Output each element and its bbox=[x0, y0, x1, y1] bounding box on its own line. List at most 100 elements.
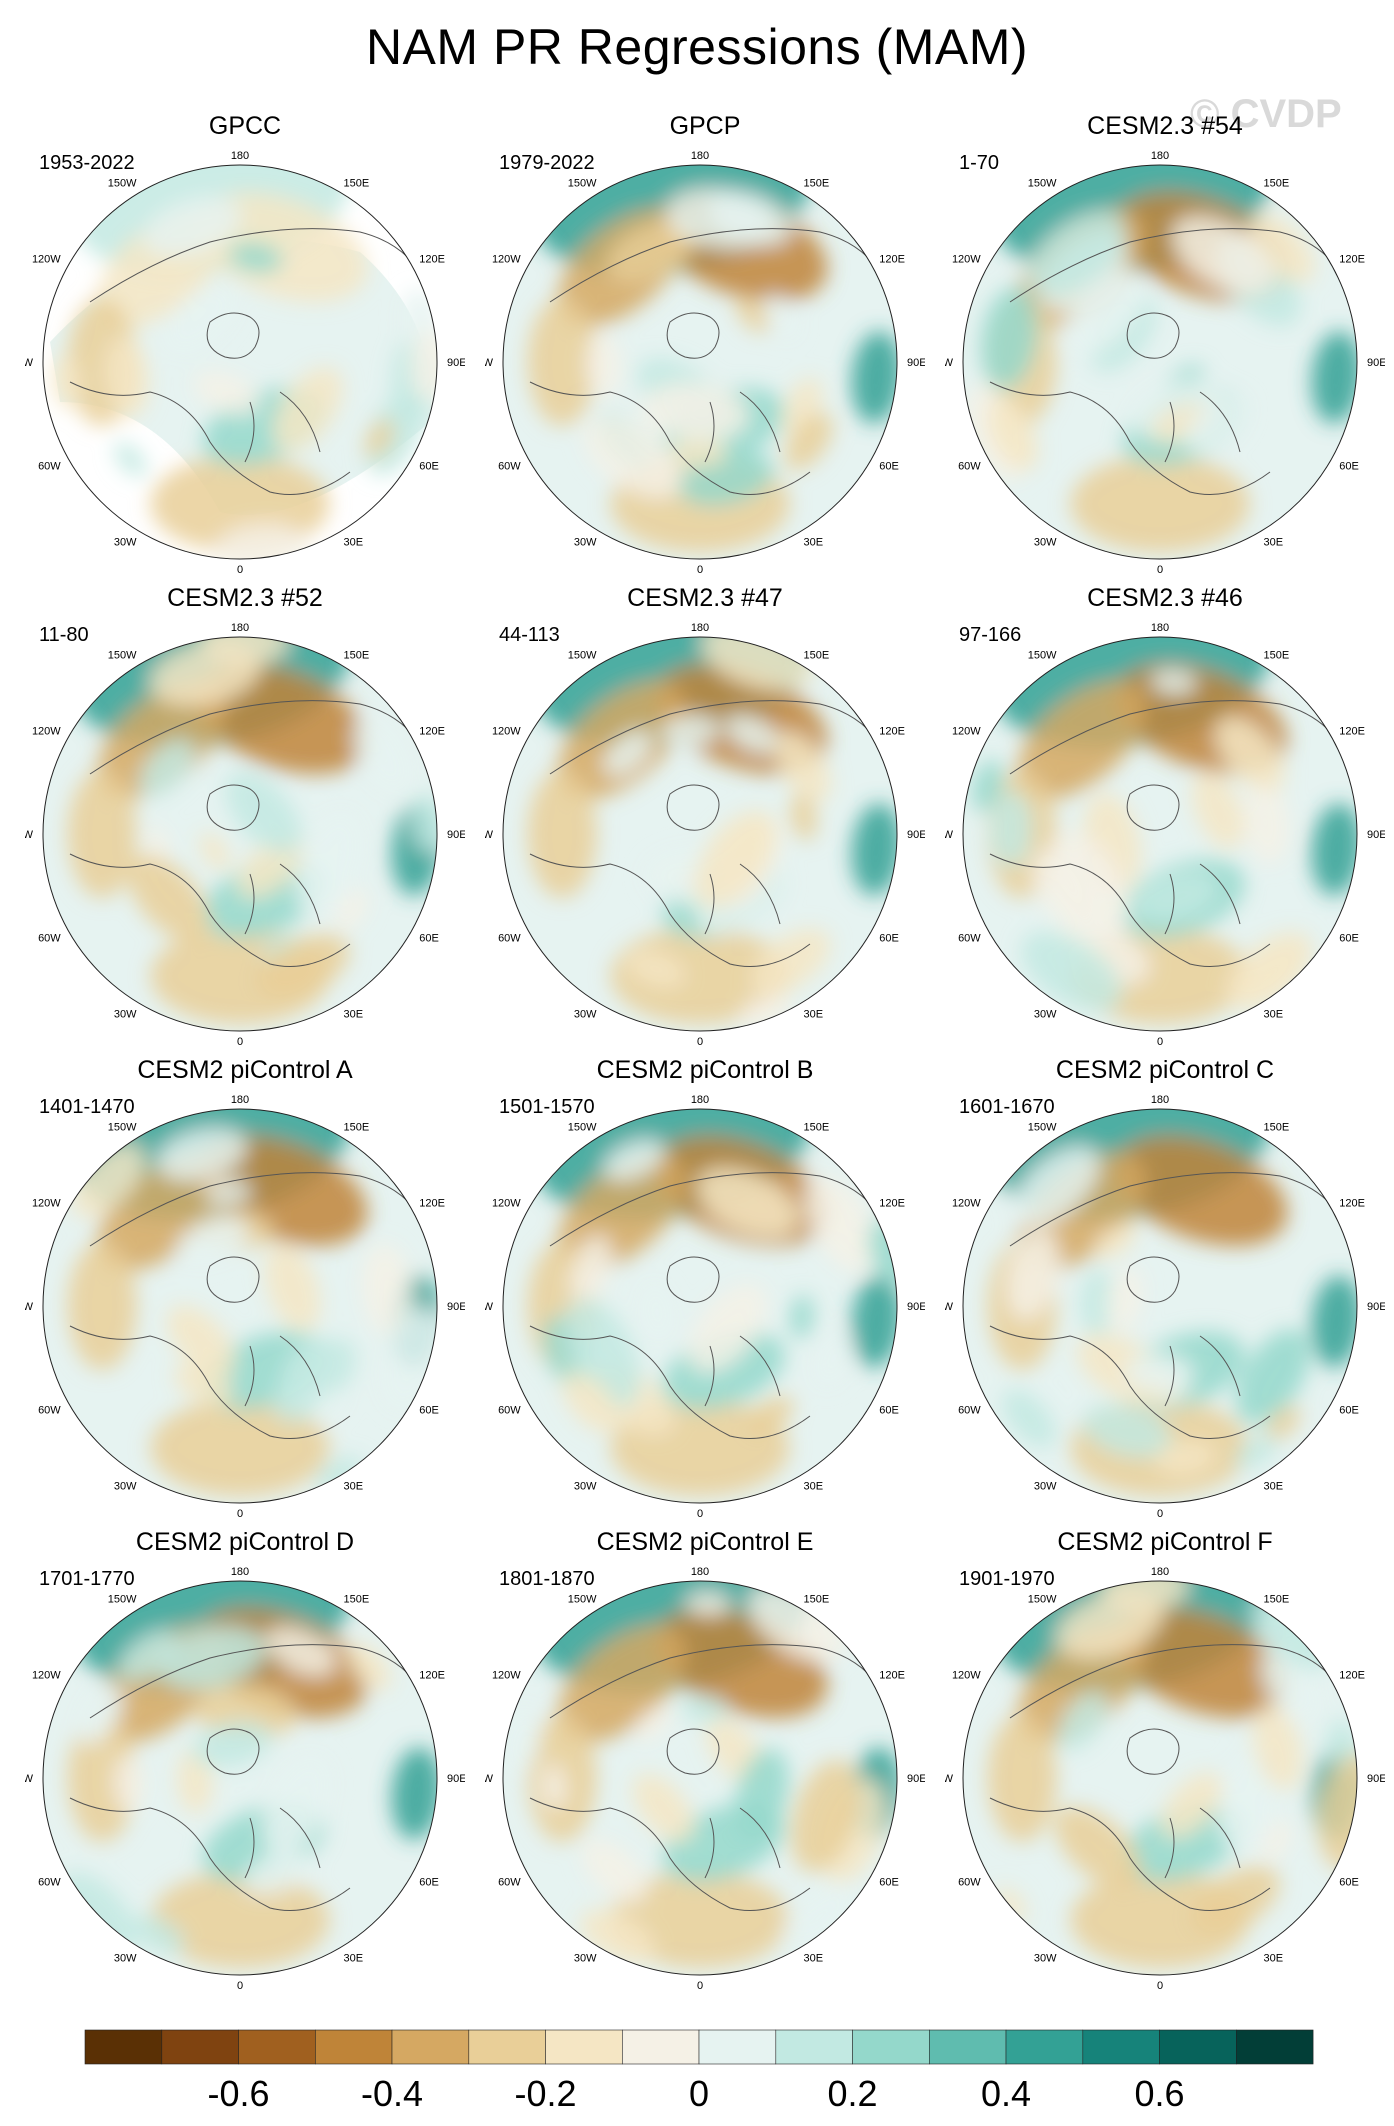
panel-years: 1501-1570 bbox=[499, 1096, 595, 1118]
longitude-label: 0 bbox=[697, 564, 703, 576]
longitude-label: 60E bbox=[419, 461, 439, 473]
longitude-label: 120W bbox=[492, 726, 521, 738]
longitude-label: 60E bbox=[1339, 1877, 1359, 1889]
field-anomaly bbox=[257, 933, 350, 1000]
longitude-label: 90E bbox=[447, 357, 465, 369]
coastline bbox=[69, 1172, 421, 1439]
coastline bbox=[529, 1172, 881, 1439]
longitude-label: 120E bbox=[1339, 1670, 1365, 1682]
coastline bbox=[529, 228, 881, 495]
longitude-label: 30E bbox=[804, 1480, 824, 1492]
field-anomaly bbox=[1311, 803, 1357, 896]
polar-map: 180 150E 120E 90E 60E 30E 0 30W 60W 90W 120W 150W bbox=[25, 1094, 465, 1520]
field-anomaly bbox=[851, 803, 897, 896]
longitude-label: 60E bbox=[879, 461, 899, 473]
field-anomaly bbox=[1154, 1440, 1217, 1476]
field-anomaly bbox=[264, 1243, 321, 1332]
field-anomaly bbox=[1318, 1753, 1357, 1870]
longitude-label: 0 bbox=[1157, 1508, 1163, 1520]
field-anomaly bbox=[696, 1167, 799, 1238]
longitude-label: 150E bbox=[1264, 178, 1290, 190]
longitude-label: 180 bbox=[1151, 1094, 1169, 1106]
map-border bbox=[962, 164, 1358, 560]
figure-title: NAM PR Regressions (MAM) bbox=[365, 19, 1029, 75]
coastline bbox=[989, 228, 1341, 495]
panel-title: CESM2.3 #47 bbox=[627, 584, 783, 612]
longitude-label: 60E bbox=[879, 1877, 899, 1889]
longitude-label: 60E bbox=[419, 1405, 439, 1417]
longitude-label: 60E bbox=[1339, 461, 1359, 473]
longitude-label: 90E bbox=[447, 829, 465, 841]
longitude-label: 90E bbox=[447, 1301, 465, 1313]
longitude-label: 60E bbox=[1339, 933, 1359, 945]
longitude-label: 150E bbox=[804, 650, 830, 662]
longitude-label: 30E bbox=[804, 536, 824, 548]
field-anomaly bbox=[114, 442, 147, 477]
longitude-label: 150W bbox=[568, 1122, 597, 1134]
longitude-label: 60W bbox=[498, 1405, 521, 1417]
field-anomaly bbox=[1133, 871, 1220, 923]
longitude-label: 90W bbox=[485, 1301, 494, 1313]
longitude-label: 60W bbox=[38, 461, 61, 473]
colorbar-tick-label: 0 bbox=[689, 2073, 709, 2114]
panel-title: CESM2.3 #54 bbox=[1087, 112, 1243, 140]
colorbar-swatch bbox=[928, 2029, 1007, 2065]
colorbar-swatch bbox=[852, 2029, 930, 2065]
field-anomaly bbox=[1215, 716, 1286, 791]
longitude-label: 0 bbox=[697, 1508, 703, 1520]
longitude-label: 120E bbox=[879, 1670, 905, 1682]
colorbar-swatch bbox=[84, 2029, 163, 2065]
map-panel: CESM2.3 #54 1-70 180 150E 120E 90E 60E 30E 0 30W 6… bbox=[945, 112, 1385, 576]
panel-years: 1701-1770 bbox=[39, 1568, 135, 1590]
longitude-label: 180 bbox=[691, 150, 709, 162]
coastline bbox=[69, 700, 421, 967]
field-anomaly bbox=[990, 790, 1032, 868]
panel-years: 44-113 bbox=[499, 624, 560, 646]
polar-map: 180 150E 120E 90E 60E 30E 0 30W 60W 90W 120W 150W bbox=[945, 150, 1385, 576]
longitude-label: 180 bbox=[1151, 150, 1169, 162]
field-anomaly bbox=[139, 738, 195, 797]
longitude-label: 120W bbox=[952, 1670, 981, 1682]
field-anomaly bbox=[750, 928, 831, 995]
longitude-label: 120E bbox=[419, 1198, 445, 1210]
panel-years: 1953-2022 bbox=[39, 152, 135, 174]
field-anomaly bbox=[784, 412, 833, 471]
field-anomaly bbox=[96, 1153, 227, 1272]
map-border bbox=[502, 636, 898, 1032]
field-anomaly bbox=[310, 1389, 346, 1423]
field-anomaly bbox=[556, 1625, 687, 1744]
field-anomaly bbox=[1020, 931, 1122, 1012]
longitude-label: 90E bbox=[907, 829, 925, 841]
field-anomaly bbox=[606, 220, 697, 282]
longitude-label: 0 bbox=[697, 1036, 703, 1048]
field-anomaly bbox=[686, 1591, 731, 1616]
longitude-label: 60W bbox=[498, 1877, 521, 1889]
longitude-label: 150E bbox=[344, 650, 370, 662]
panel-title: GPCC bbox=[208, 112, 282, 140]
field-anomaly bbox=[1235, 1329, 1311, 1424]
longitude-label: 120E bbox=[879, 254, 905, 266]
field-anomaly bbox=[104, 336, 149, 418]
field-anomaly bbox=[634, 1706, 672, 1742]
panel-title: CESM2.3 #46 bbox=[1087, 584, 1243, 612]
map-border bbox=[42, 1580, 438, 1976]
colorbar-swatch bbox=[391, 2029, 470, 2065]
map-border bbox=[502, 164, 898, 560]
longitude-label: 60E bbox=[1339, 1405, 1359, 1417]
longitude-label: 120E bbox=[419, 1670, 445, 1682]
longitude-label: 90W bbox=[25, 357, 34, 369]
map-border bbox=[502, 1580, 898, 1976]
field-anomaly bbox=[1261, 1650, 1322, 1724]
field-anomaly bbox=[1002, 1389, 1056, 1448]
field-anomaly bbox=[202, 859, 325, 938]
field-anomaly bbox=[150, 1399, 330, 1497]
colorbar-tick-label: 0.6 bbox=[1134, 2073, 1184, 2114]
longitude-label: 30E bbox=[1264, 1008, 1284, 1020]
longitude-label: 30E bbox=[1264, 1480, 1284, 1492]
longitude-label: 30W bbox=[574, 1480, 597, 1492]
longitude-label: 150W bbox=[568, 650, 597, 662]
field-anomaly bbox=[410, 328, 437, 403]
field-anomaly bbox=[734, 1748, 789, 1840]
field-anomaly bbox=[127, 854, 210, 942]
longitude-label: 0 bbox=[237, 1508, 243, 1520]
